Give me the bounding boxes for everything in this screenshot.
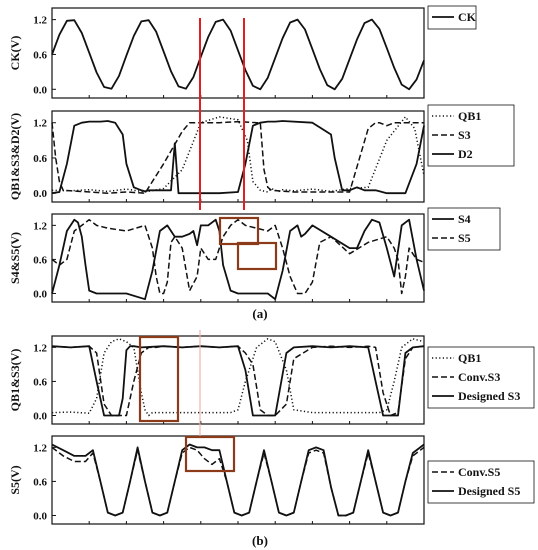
- legend-label: S3: [458, 128, 471, 142]
- y-tick-label: 0.6: [33, 49, 47, 61]
- series-line-conv-s5: [51, 446, 425, 517]
- y-tick-label: 0.0: [33, 288, 47, 300]
- y-axis-label: S4&S5(V): [8, 232, 22, 284]
- legend-label: Designed S3: [458, 389, 520, 403]
- series-line-qb1: [51, 116, 425, 193]
- legend-box: [427, 207, 501, 251]
- y-tick-label: 0.0: [33, 410, 47, 422]
- y-tick-label: 1.2: [33, 220, 47, 232]
- y-tick-label: 0.6: [33, 254, 47, 266]
- y-tick-label: 0.0: [33, 84, 47, 96]
- y-axis-label: QB1&S3(V): [8, 349, 22, 412]
- y-tick-label: 0.6: [33, 376, 47, 388]
- y-axis-label: S5(V): [8, 465, 22, 494]
- series-line-s3: [51, 120, 424, 194]
- plot-frame: [51, 110, 425, 203]
- y-tick-label: 1.2: [33, 342, 47, 354]
- legend: CK: [427, 5, 477, 30]
- y-tick-label: 0.6: [33, 476, 47, 488]
- legend-label: QB1: [458, 109, 481, 123]
- highlight-box: [218, 216, 260, 246]
- series-line-qb1: [51, 338, 425, 417]
- series-line-d2: [51, 120, 425, 195]
- highlight-box: [184, 435, 236, 473]
- legend-label: S4: [458, 212, 471, 226]
- cursor-lines: [199, 18, 245, 436]
- series-line-designed-s3: [51, 345, 425, 417]
- series-line-s5: [51, 218, 425, 295]
- panel-1: 0.0 0.6 1.2 CK(V) CK: [8, 5, 477, 99]
- panel-5: 0.0 0.6 1.2 S5(V) Conv.S5 Designed S5: [8, 435, 535, 525]
- y-axis-label: CK(V): [8, 36, 22, 71]
- highlight-box: [138, 335, 180, 423]
- panel-2: 0.0 0.6 1.2 QB1&S3&D2(V) QB1 S3 D2: [8, 104, 515, 203]
- y-tick-label: 1.2: [33, 118, 47, 130]
- y-tick-label: 0.0: [33, 188, 47, 200]
- legend: Conv.S5 Designed S5: [427, 460, 535, 504]
- series-line-ck: [51, 18, 425, 91]
- y-tick-label: 1.2: [33, 15, 47, 27]
- legend-label: QB1: [458, 351, 481, 365]
- caption-b: (b): [252, 533, 268, 548]
- y-axis-label: QB1&S3&D2(V): [8, 113, 22, 200]
- highlight-box: [236, 241, 278, 271]
- legend-label: S5: [458, 231, 471, 245]
- legend-label: CK: [458, 10, 477, 24]
- caption-a: (a): [252, 306, 267, 321]
- legend-label: D2: [458, 147, 473, 161]
- legend-box: [427, 460, 535, 504]
- legend-label: Conv.S5: [458, 465, 500, 479]
- series-line-conv-s3: [51, 345, 425, 417]
- panels: 0.0 0.6 1.2 CK(V) CK 0.0 0.6 1.2 QB1&S3&D2(V) QB1…: [8, 5, 535, 525]
- y-tick-label: 0.6: [33, 153, 47, 165]
- highlight-boxes: [138, 216, 278, 473]
- series-line-designed-s5: [51, 443, 425, 517]
- legend-label: Conv.S3: [458, 370, 500, 384]
- y-tick-label: 1.2: [33, 442, 47, 454]
- series-line-s4: [51, 218, 425, 301]
- panel-4: 0.0 0.6 1.2 QB1&S3(V) QB1 Conv.S3 Designed S3: [8, 335, 535, 425]
- y-tick-label: 0.0: [33, 510, 47, 522]
- legend-box: [427, 346, 535, 409]
- legend-label: Designed S5: [458, 484, 520, 498]
- legend: QB1 S3 D2: [427, 104, 515, 167]
- legend: QB1 Conv.S3 Designed S3: [427, 346, 535, 409]
